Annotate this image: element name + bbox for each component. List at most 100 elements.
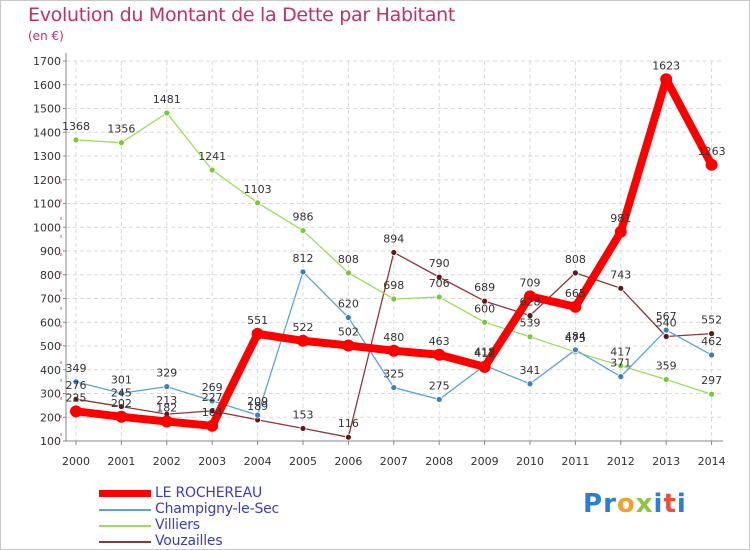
y-tick-label: 900 (40, 245, 61, 258)
data-label-le-rochereau: 502 (338, 326, 359, 339)
x-tick-label: 2003 (198, 455, 226, 468)
data-label-villiers: 539 (520, 317, 541, 330)
point-le-rochereau (387, 344, 400, 357)
data-label-le-rochereau: 1263 (698, 145, 726, 158)
point-vouzailles (526, 312, 534, 320)
data-label-villiers: 417 (610, 346, 631, 359)
data-label-le-rochereau: 202 (111, 397, 132, 410)
point-villiers (435, 293, 443, 301)
point-champigny-le-sec (572, 346, 579, 354)
data-label-le-rochereau: 412 (474, 347, 495, 360)
data-label-champigny-le-sec: 269 (202, 381, 223, 394)
point-villiers (390, 295, 398, 303)
data-label-champigny-le-sec: 209 (247, 395, 268, 408)
legend-swatch-le-rochereau (99, 490, 151, 497)
data-label-villiers: 297 (701, 374, 722, 387)
point-vouzailles (344, 433, 352, 441)
legend-item-vouzailles[interactable]: Vouzailles (99, 533, 359, 549)
point-villiers (708, 390, 715, 398)
point-le-rochereau (297, 334, 309, 347)
data-label-le-rochereau: 981 (610, 212, 631, 225)
legend-label: LE ROCHEREAU (155, 485, 262, 501)
point-le-rochereau (342, 339, 355, 352)
data-label-vouzailles: 276 (66, 379, 87, 392)
data-label-champigny-le-sec: 371 (610, 357, 631, 370)
legend-swatch-champigny-le-sec (99, 509, 151, 511)
data-label-vouzailles: 540 (656, 317, 677, 330)
point-villiers (118, 139, 125, 147)
data-label-villiers: 475 (565, 332, 586, 345)
legend-label: Champigny-le-Sec (155, 501, 280, 517)
data-label-le-rochereau: 182 (156, 402, 177, 415)
data-label-villiers: 698 (383, 279, 404, 292)
y-tick-label: 1400 (33, 126, 61, 139)
point-villiers (254, 199, 262, 207)
data-label-le-rochereau: 665 (565, 287, 586, 300)
x-tick-label: 2012 (607, 455, 635, 468)
data-label-champigny-le-sec: 567 (656, 310, 677, 323)
point-le-rochereau (614, 225, 627, 238)
y-tick-label: 1000 (33, 221, 61, 234)
x-tick-label: 2009 (471, 455, 499, 468)
point-champigny-le-sec (72, 378, 80, 386)
x-tick-label: 2007 (380, 455, 408, 468)
point-champigny-le-sec (299, 268, 307, 276)
point-vouzailles (390, 249, 398, 256)
y-tick-label: 100 (40, 435, 61, 448)
legend-item-villiers[interactable]: Villiers (99, 517, 359, 533)
data-label-vouzailles: 189 (247, 400, 268, 413)
data-label-vouzailles: 552 (701, 314, 722, 327)
data-label-vouzailles: 743 (610, 268, 631, 281)
data-label-villiers: 1481 (153, 93, 181, 106)
proxiti-logo: Proxiti (583, 489, 687, 519)
y-tick-label: 600 (40, 316, 61, 329)
data-label-villiers: 1103 (244, 183, 272, 196)
point-vouzailles (572, 269, 579, 277)
data-label-champigny-le-sec: 341 (520, 364, 541, 377)
point-le-rochereau (206, 419, 219, 432)
series-lines (70, 73, 718, 441)
data-label-le-rochereau: 164 (202, 406, 223, 419)
point-le-rochereau (705, 158, 718, 171)
legend-label: Villiers (155, 517, 200, 533)
data-label-vouzailles: 153 (293, 408, 314, 421)
data-label-le-rochereau: 463 (429, 335, 450, 348)
point-villiers (617, 362, 625, 370)
logo-letter: x (635, 489, 654, 519)
legend-item-champigny-le-sec[interactable]: Champigny-le-Sec (99, 501, 359, 517)
y-tick-label: 1600 (33, 79, 61, 92)
data-label-champigny-le-sec: 812 (293, 252, 314, 265)
chart-title: Evolution du Montant de la Dette par Hab… (28, 4, 456, 26)
y-tick-label: 1300 (33, 150, 61, 163)
x-tick-label: 2008 (425, 455, 453, 468)
point-villiers (299, 227, 307, 234)
point-villiers (526, 333, 534, 341)
data-label-vouzailles: 227 (202, 391, 223, 404)
logo-letter: r (603, 489, 617, 519)
point-champigny-le-sec (254, 411, 262, 419)
legend-item-le-rochereau[interactable]: LE ROCHEREAU (99, 485, 359, 501)
x-tick-label: 2013 (652, 455, 680, 468)
point-villiers (481, 318, 489, 326)
x-tick-label: 2001 (107, 455, 135, 468)
data-label-le-rochereau: 480 (383, 331, 404, 344)
point-vouzailles (617, 284, 625, 292)
data-label-champigny-le-sec: 620 (338, 298, 359, 311)
data-label-villiers: 1241 (198, 150, 226, 163)
x-tick-label: 2006 (334, 455, 362, 468)
data-label-champigny-le-sec: 325 (383, 368, 404, 381)
x-tick-label: 2005 (289, 455, 317, 468)
legend-swatch-villiers (99, 525, 151, 527)
x-tick-label: 2000 (62, 455, 90, 468)
x-tick-label: 2011 (561, 455, 589, 468)
point-le-rochereau (70, 405, 82, 418)
data-label-villiers: 808 (338, 253, 359, 266)
point-le-rochereau (524, 290, 536, 303)
data-label-le-rochereau: 1623 (652, 59, 680, 72)
y-tick-label: 300 (40, 388, 61, 401)
y-tick-label: 800 (40, 269, 61, 282)
point-vouzailles (708, 330, 715, 338)
logo-letter: t (663, 489, 677, 519)
y-tick-label: 1700 (33, 55, 61, 68)
point-champigny-le-sec (390, 384, 398, 391)
